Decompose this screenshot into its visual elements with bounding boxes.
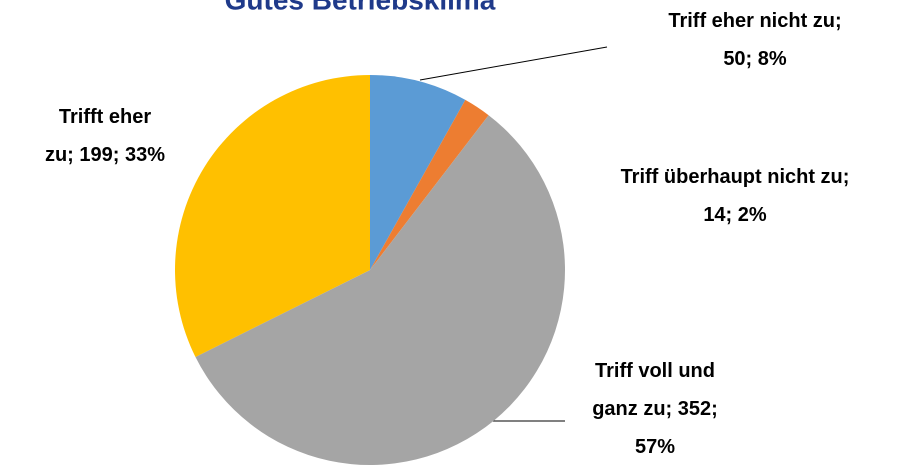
data-label: Triff eher nicht zu; 50; 8% [668, 10, 841, 70]
data-label-line: 14; 2% [703, 204, 767, 226]
pie-slice [370, 75, 466, 270]
data-label-line: 50; 8% [723, 48, 787, 70]
data-label-line: Triff voll und [595, 360, 715, 382]
leader-line [419, 46, 608, 81]
data-label: Triff voll und ganz zu; 352; 57% [592, 360, 718, 458]
data-label-line: Triff eher nicht zu; [668, 10, 841, 32]
pie-slice [175, 75, 370, 357]
pie-slice [370, 99, 489, 270]
data-label-line: ganz zu; 352; [592, 398, 718, 420]
chart-title: Gutes Betriebsklima [225, 0, 496, 15]
data-label: Trifft eher zu; 199; 33% [45, 106, 165, 166]
data-label-line: Triff überhaupt nicht zu; [621, 166, 850, 188]
data-label-line: 57% [635, 436, 675, 458]
pie-slice [195, 115, 565, 465]
data-label: Triff überhaupt nicht zu; 14; 2% [621, 166, 850, 226]
data-label-line: Trifft eher [59, 106, 151, 128]
data-label-line: zu; 199; 33% [45, 144, 165, 166]
